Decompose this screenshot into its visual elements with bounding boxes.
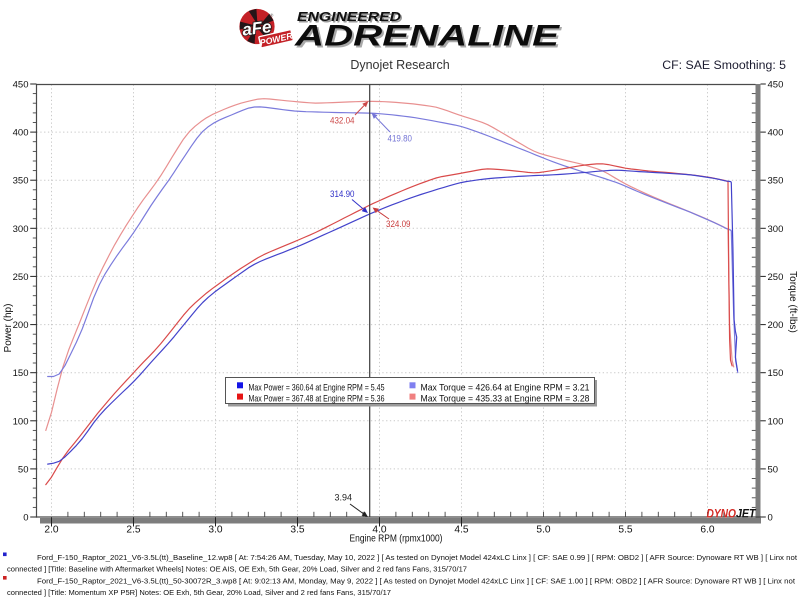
- svg-text:5.0: 5.0: [536, 525, 550, 536]
- svg-text:2.0: 2.0: [44, 525, 58, 536]
- svg-text:200: 200: [768, 320, 784, 331]
- svg-text:100: 100: [768, 416, 784, 427]
- svg-text:2.5: 2.5: [126, 525, 140, 536]
- svg-text:300: 300: [768, 224, 784, 235]
- svg-text:324.09: 324.09: [386, 219, 411, 229]
- svg-text:Engine RPM (rpmx1000): Engine RPM (rpmx1000): [350, 533, 443, 545]
- svg-text:250: 250: [13, 272, 29, 283]
- svg-text:50: 50: [768, 464, 779, 475]
- svg-text:Ford_F-150_Raptor_2021_V6-3.5L: Ford_F-150_Raptor_2021_V6-3.5L(tt)_50-30…: [37, 577, 796, 586]
- svg-text:4.0: 4.0: [372, 525, 386, 536]
- svg-text:400: 400: [768, 128, 784, 139]
- svg-text:432.04: 432.04: [330, 116, 355, 126]
- svg-text:Torque (ft-lbs): Torque (ft-lbs): [787, 271, 798, 333]
- svg-text:0: 0: [23, 513, 28, 524]
- svg-text:ENGINEERED: ENGINEERED: [297, 10, 401, 24]
- svg-text:Max Torque = 435.33 at Engine: Max Torque = 435.33 at Engine RPM = 3.28: [421, 394, 590, 404]
- svg-text:350: 350: [768, 176, 784, 187]
- svg-text:5.5: 5.5: [618, 525, 632, 536]
- svg-text:150: 150: [13, 368, 29, 379]
- svg-text:3.94: 3.94: [335, 493, 353, 503]
- svg-text:50: 50: [18, 464, 29, 475]
- svg-text:450: 450: [768, 80, 784, 91]
- svg-text:250: 250: [768, 272, 784, 283]
- svg-text:300: 300: [13, 224, 29, 235]
- svg-text:4.5: 4.5: [454, 525, 468, 536]
- svg-text:Max Torque = 426.64 at Engine: Max Torque = 426.64 at Engine RPM = 3.21: [421, 382, 590, 392]
- svg-text:Max Power = 360.64 at Engine R: Max Power = 360.64 at Engine RPM = 5.45: [249, 382, 385, 392]
- svg-text:connected ] [Title: Baseline w: connected ] [Title: Baseline with Afterm…: [7, 565, 467, 574]
- svg-text:419.80: 419.80: [388, 134, 413, 144]
- svg-text:Ford_F-150_Raptor_2021_V6-3.5L: Ford_F-150_Raptor_2021_V6-3.5L(tt)_Basel…: [37, 553, 798, 562]
- svg-text:ENGINEERED: ENGINEERED: [299, 12, 403, 26]
- svg-text:100: 100: [13, 416, 29, 427]
- svg-text:400: 400: [13, 128, 29, 139]
- svg-text:6.0: 6.0: [700, 525, 714, 536]
- svg-text:0: 0: [768, 513, 773, 524]
- svg-text:314.90: 314.90: [330, 189, 355, 199]
- svg-text:Dynojet Research: Dynojet Research: [350, 58, 449, 72]
- svg-text:150: 150: [768, 368, 784, 379]
- svg-text:350: 350: [13, 176, 29, 187]
- svg-text:®: ®: [270, 12, 274, 18]
- svg-text:3.5: 3.5: [290, 525, 304, 536]
- svg-text:200: 200: [13, 320, 29, 331]
- svg-text:ADRENALINE: ADRENALINE: [296, 22, 563, 55]
- svg-text:Max Power = 367.48 at Engine R: Max Power = 367.48 at Engine RPM = 5.36: [249, 394, 385, 404]
- svg-text:JET: JET: [736, 507, 757, 521]
- svg-text:Power (hp): Power (hp): [3, 304, 14, 353]
- svg-text:ADRENALINE: ADRENALINE: [294, 20, 561, 53]
- svg-text:450: 450: [13, 80, 29, 91]
- svg-text:CF: SAE Smoothing: 5: CF: SAE Smoothing: 5: [662, 58, 786, 72]
- svg-text:3.0: 3.0: [208, 525, 222, 536]
- svg-text:connected ] [Title: Momentum X: connected ] [Title: Momentum XP P5R] Not…: [7, 588, 391, 597]
- svg-text:DYNO: DYNO: [707, 507, 737, 521]
- svg-text:aFe: aFe: [241, 17, 272, 39]
